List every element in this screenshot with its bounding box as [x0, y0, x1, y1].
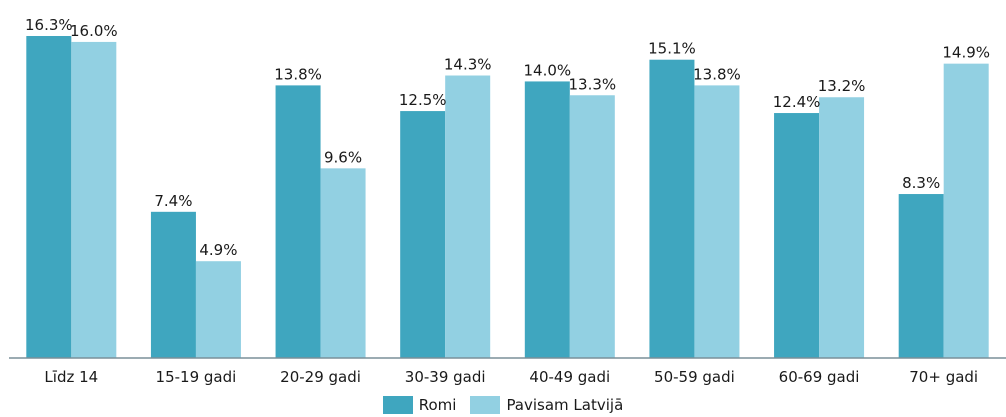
category-labels-group: Līdz 14 15-19 gadi 20-29 gadi 30-39 gadi 40-…	[44, 368, 978, 386]
value-label-romi-4: 14.0%	[523, 61, 571, 79]
category-label-7: 70+ gadi	[909, 368, 978, 386]
category-label-0: Līdz 14	[44, 368, 98, 386]
bar-romi-5	[649, 59, 695, 359]
bar-chart: 16.3%16.0% 7.4% 4.9% 13.8% 9.6% 12.5% 14.3% 14.…	[9, 16, 1006, 386]
category-label-6: 60-69 gadi	[779, 368, 860, 386]
bar-romi-1	[150, 211, 196, 358]
value-label-pavisam-latvija-0: 16.0%	[70, 22, 118, 40]
value-label-pavisam-latvija-3: 14.3%	[444, 56, 492, 74]
legend-item-pavisam-latvija: Pavisam Latvijā	[470, 396, 623, 414]
value-label-romi-6: 12.4%	[773, 93, 821, 111]
bar-pavisam-latvija-5	[694, 85, 740, 358]
category-label-3: 30-39 gadi	[405, 368, 486, 386]
value-label-romi-7: 8.3%	[902, 174, 940, 192]
value-label-romi-3: 12.5%	[399, 91, 447, 109]
bar-romi-0	[26, 36, 72, 358]
category-label-5: 50-59 gadi	[654, 368, 735, 386]
value-label-romi-5: 15.1%	[648, 40, 696, 58]
category-label-4: 40-49 gadi	[529, 368, 610, 386]
value-label-romi-0: 16.3%	[25, 16, 73, 34]
value-label-pavisam-latvija-2: 9.6%	[324, 148, 362, 166]
bar-pavisam-latvija-3	[445, 75, 491, 358]
value-label-romi-1: 7.4%	[154, 192, 192, 210]
value-label-romi-2: 13.8%	[274, 65, 322, 83]
value-label-pavisam-latvija-1: 4.9%	[199, 241, 237, 259]
legend-swatch-pavisam-latvija	[470, 396, 501, 414]
bar-romi-2	[275, 85, 321, 358]
category-label-2: 20-29 gadi	[280, 368, 361, 386]
bar-pavisam-latvija-2	[320, 168, 366, 358]
bar-pavisam-latvija-1	[195, 261, 241, 358]
bar-romi-3	[400, 111, 446, 359]
value-labels-group: 16.3%16.0% 7.4% 4.9% 13.8% 9.6% 12.5% 14.3% 14.…	[25, 16, 990, 259]
value-label-pavisam-latvija-7: 14.9%	[942, 44, 990, 62]
value-label-pavisam-latvija-4: 13.3%	[568, 75, 616, 93]
value-label-pavisam-latvija-6: 13.2%	[818, 77, 866, 95]
bars-group	[26, 36, 989, 359]
category-label-1: 15-19 gadi	[156, 368, 237, 386]
bar-pavisam-latvija-6	[819, 97, 865, 359]
value-label-pavisam-latvija-5: 13.8%	[693, 65, 741, 83]
bar-pavisam-latvija-0	[71, 41, 117, 358]
bar-pavisam-latvija-7	[943, 63, 989, 359]
legend-swatch-romi	[382, 396, 413, 414]
legend-label-pavisam-latvija: Pavisam Latvijā	[506, 396, 624, 414]
bar-pavisam-latvija-4	[569, 95, 615, 359]
legend-item-romi: Romi	[382, 396, 457, 414]
legend: Romi Pavisam Latvijā	[0, 393, 1006, 417]
legend-label-romi: Romi	[418, 396, 457, 414]
bar-romi-6	[774, 113, 820, 359]
bar-romi-4	[524, 81, 570, 359]
bar-romi-7	[898, 194, 944, 358]
